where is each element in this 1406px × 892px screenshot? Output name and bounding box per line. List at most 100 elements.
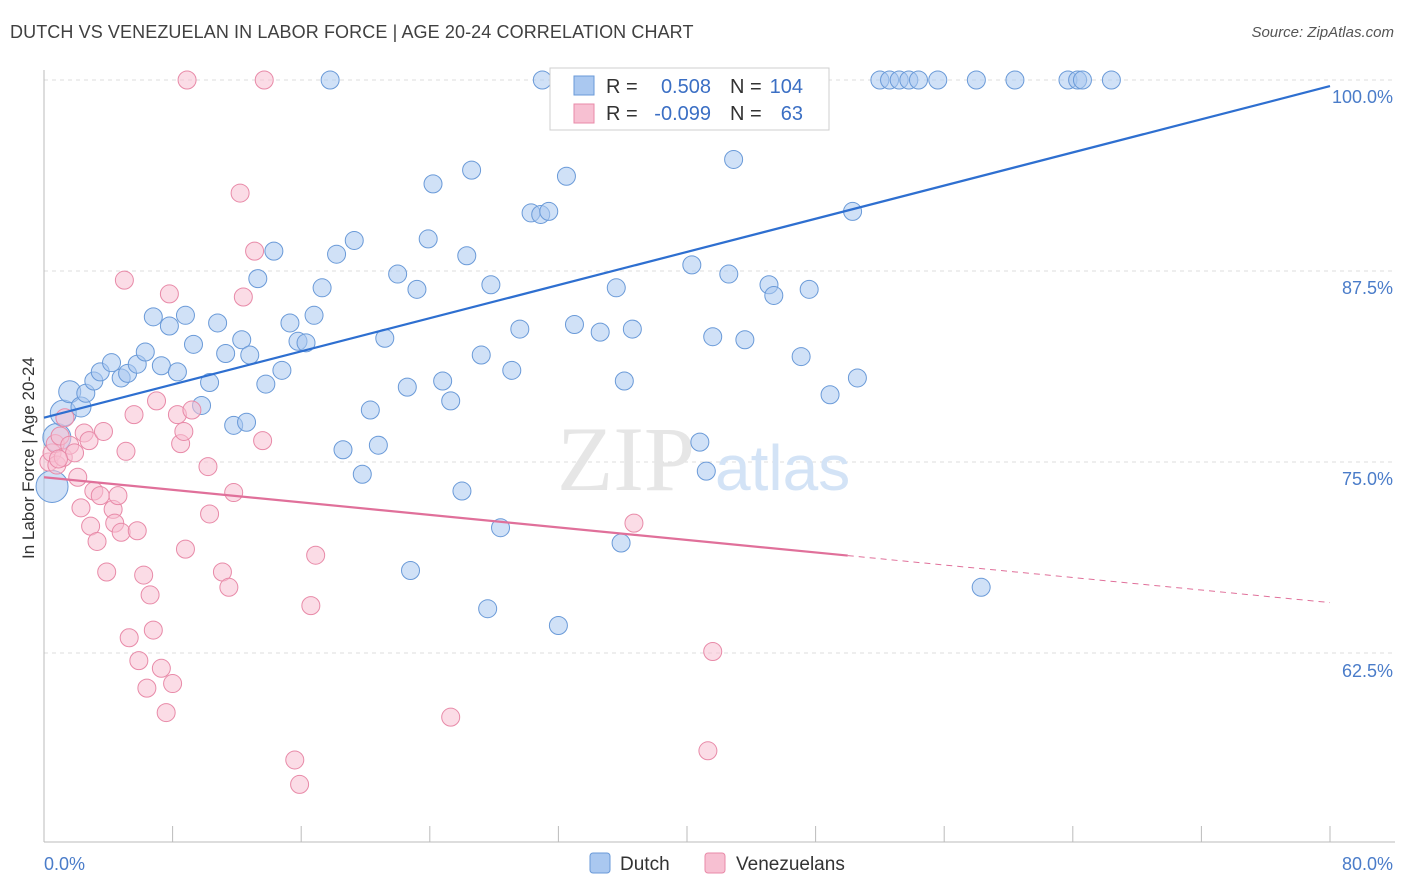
x-tick-label-min: 0.0% [44, 854, 85, 874]
dutch-point [256, 374, 276, 394]
dutch-point [471, 345, 491, 365]
venezuelan-point [127, 521, 147, 541]
legend-n-label-venezuelans: N = [730, 103, 762, 125]
dutch-point [481, 275, 501, 295]
venezuelan-point [134, 565, 154, 585]
dutch-point [539, 201, 559, 221]
trend-lines [43, 85, 1331, 604]
dutch-point [240, 345, 260, 365]
source-credit: Source: ZipAtlas.com [1251, 24, 1394, 41]
venezuelan-point [174, 421, 194, 441]
y-tick-label-3: 100.0% [1332, 87, 1393, 107]
bottom-legend-label-dutch: Dutch [620, 854, 670, 875]
dutch-point [304, 305, 324, 325]
dutch-point [556, 166, 576, 186]
dutch-point [971, 577, 991, 597]
dutch-point [682, 255, 702, 275]
venezuelan-point [87, 531, 107, 551]
venezuelan-point [441, 707, 461, 727]
dutch-point [183, 334, 203, 354]
dutch-point [327, 244, 347, 264]
venezuelan-point [301, 596, 321, 616]
dutch-point [614, 371, 634, 391]
legend-box [549, 67, 830, 131]
legend-n-value-venezuelans: 63 [781, 103, 803, 125]
dutch-point [208, 313, 228, 333]
dutch-point [35, 469, 69, 503]
dutch-point [820, 385, 840, 405]
venezuelan-point [90, 486, 110, 506]
venezuelan-point [111, 522, 131, 542]
legend-r-label-dutch: R = [606, 76, 638, 98]
dutch-point [175, 305, 195, 325]
dutch-point [622, 319, 642, 339]
dutch-point [280, 313, 300, 333]
dutch-point [388, 264, 408, 284]
x-tick-label-max: 80.0% [1342, 854, 1393, 874]
venezuelan-point [68, 467, 88, 487]
dutch-point [690, 432, 710, 452]
venezuelan-point [147, 391, 167, 411]
venezuelan-point [116, 441, 136, 461]
legend-r-value-venezuelans: -0.099 [654, 103, 711, 125]
venezuelan-point [230, 183, 250, 203]
y-tick-label-1: 75.0% [1342, 469, 1393, 489]
venezuelan-point [703, 641, 723, 661]
dutch-point [696, 461, 716, 481]
y-tick-labels: 62.5% 75.0% 87.5% 100.0% [1332, 87, 1393, 681]
venezuelan-point [285, 750, 305, 770]
venezuelan-point [114, 270, 134, 290]
dutch-point [333, 440, 353, 460]
venezuelan-point [233, 287, 253, 307]
legend-swatch-venezuelans [573, 103, 595, 124]
venezuelan-point [698, 741, 718, 761]
dutch-point [928, 70, 948, 90]
dutch-point [167, 362, 187, 382]
dutch-point [433, 371, 453, 391]
dutch-point [1072, 70, 1092, 90]
dutch-point [344, 230, 364, 250]
dutch-point [143, 307, 163, 327]
watermark-atlas: atlas [715, 432, 850, 504]
y-axis-title: In Labor Force | Age 20-24 [19, 357, 38, 559]
dutch-point [352, 464, 372, 484]
dutch-point [159, 316, 179, 336]
venezuelan-point [290, 774, 310, 794]
dutch-point [611, 533, 631, 553]
watermark: ZIP atlas [557, 408, 850, 510]
dutch-point [457, 246, 477, 266]
venezuelan-point [129, 651, 149, 671]
venezuelan-point [143, 620, 163, 640]
dutch-point [908, 70, 928, 90]
venezuelan-point [245, 241, 265, 261]
bottom-legend-swatch-dutch [589, 852, 611, 874]
venezuelan-point [200, 504, 220, 524]
dutch-point [1101, 70, 1121, 90]
dutch-point [590, 322, 610, 342]
inset-legend: R = 0.508 N = 104 R = -0.099 N = 63 [549, 67, 830, 131]
venezuelan-point [177, 70, 197, 90]
dutch-point [296, 333, 316, 353]
venezuelan-point [79, 431, 99, 451]
dutch-point [320, 70, 340, 90]
dutch-point [232, 330, 252, 350]
venezuelan-point [97, 562, 117, 582]
bottom-legend: Dutch Venezuelans [589, 852, 845, 875]
dutch-point [966, 70, 986, 90]
dutch-point [423, 174, 443, 194]
dutch-point [248, 269, 268, 289]
legend-r-label-venezuelans: R = [606, 103, 638, 125]
venezuelan-point [306, 545, 326, 565]
venezuelan-point [48, 449, 68, 469]
venezuelan-point [182, 400, 202, 420]
dutch-point [764, 285, 784, 305]
bottom-legend-swatch-venezuelans [704, 852, 726, 874]
bottom-legend-label-venezuelans: Venezuelans [736, 854, 845, 875]
venezuelan-point [140, 585, 160, 605]
dutch-point [272, 360, 292, 380]
dutch-point [407, 279, 427, 299]
venezuelan-point [137, 678, 157, 698]
venezuelan-point [119, 628, 139, 648]
dutch-point [791, 347, 811, 367]
